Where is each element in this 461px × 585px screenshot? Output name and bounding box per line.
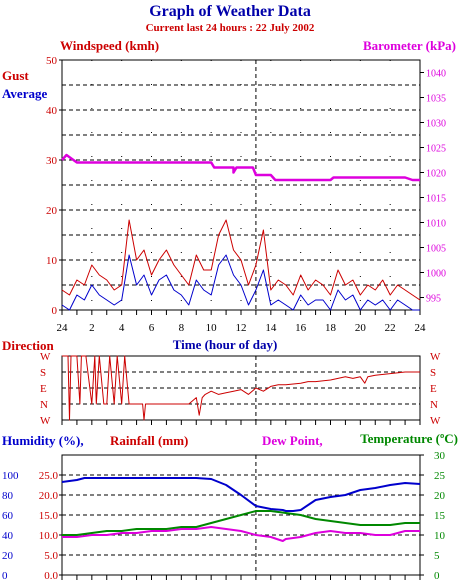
humidity-tick-label: 100: [2, 470, 19, 482]
direction-tick-right: W: [430, 415, 441, 427]
y-tick-label-wind: 0: [52, 305, 58, 317]
direction-tick-left: N: [40, 399, 48, 411]
y-tick-label-barometer: 1000: [426, 269, 446, 280]
series-line-gust: [61, 219, 421, 301]
x-tick-label: 22: [385, 322, 396, 334]
y-tick-label-barometer: 995: [426, 294, 441, 305]
y-tick-label-barometer: 1035: [426, 94, 446, 105]
direction-tick-left: W: [40, 415, 51, 427]
y-tick-label-barometer: 1010: [426, 219, 446, 230]
y-tick-label-wind: 30: [46, 155, 58, 167]
x-tick-label: 16: [295, 322, 307, 334]
x-tick-label: 12: [236, 322, 247, 334]
x-tick-label: 24: [415, 322, 427, 334]
y-tick-label-barometer: 1030: [426, 119, 446, 130]
chart-panels: 0102030405099510001005101010151020102510…: [2, 55, 446, 582]
direction-tick-right: E: [430, 383, 437, 395]
y-tick-label-barometer: 1025: [426, 144, 446, 155]
humidity-tick-label: 0: [2, 570, 8, 582]
y-tick-label-wind: 10: [46, 255, 58, 267]
x-tick-label: 2: [89, 322, 95, 334]
legend-dewpoint: Dew Point,: [262, 433, 323, 448]
rainfall-tick-label: 15.0: [39, 510, 59, 522]
legend-humidity: Humidity (%),: [2, 433, 84, 448]
rainfall-tick-label: 0.0: [44, 570, 58, 582]
windspeed-axis-label: Windspeed (kmh): [60, 38, 159, 53]
page-title: Graph of Weather Data: [149, 3, 311, 20]
y-tick-label-barometer: 1040: [426, 69, 446, 80]
legend-temperature: Temperature (ºC): [360, 431, 458, 446]
legend-rainfall: Rainfall (mm): [110, 433, 188, 448]
x-tick-label: 8: [179, 322, 185, 334]
rainfall-tick-label: 25.0: [39, 470, 59, 482]
direction-tick-left: E: [40, 383, 47, 395]
temperature-tick-label: 30: [434, 450, 446, 462]
humidity-tick-label: 60: [2, 510, 14, 522]
rainfall-tick-label: 20.0: [39, 490, 59, 502]
temperature-tick-label: 15: [434, 510, 446, 522]
y-tick-label-barometer: 1020: [426, 169, 446, 180]
x-tick-label: 24: [57, 322, 69, 334]
temperature-tick-label: 10: [434, 530, 446, 542]
x-tick-label: 10: [206, 322, 218, 334]
humidity-tick-label: 80: [2, 490, 14, 502]
direction-tick-right: W: [430, 351, 441, 363]
series-line-barometer: [61, 153, 420, 182]
legend-average: Average: [2, 86, 47, 101]
series-line-direction: [62, 355, 420, 421]
direction-tick-left: S: [40, 367, 46, 379]
y-tick-label-wind: 40: [46, 105, 58, 117]
direction-tick-left: W: [40, 351, 51, 363]
x-tick-label: 14: [265, 322, 277, 334]
humidity-tick-label: 20: [2, 550, 14, 562]
temperature-tick-label: 0: [434, 570, 440, 582]
direction-tick-right: S: [430, 367, 436, 379]
temperature-tick-label: 25: [434, 470, 446, 482]
legend-gust: Gust: [2, 68, 29, 83]
series-line-average: [61, 254, 420, 311]
rainfall-tick-label: 5.0: [44, 550, 58, 562]
x-tick-label: 4: [119, 322, 125, 334]
x-tick-label: 20: [355, 322, 367, 334]
x-tick-label: 18: [325, 322, 337, 334]
humidity-tick-label: 40: [2, 530, 14, 542]
y-tick-label-wind: 50: [46, 55, 58, 67]
x-tick-label: 6: [149, 322, 155, 334]
direction-tick-right: N: [430, 399, 438, 411]
rainfall-tick-label: 10.0: [39, 530, 59, 542]
y-tick-label-barometer: 1015: [426, 194, 446, 205]
temperature-tick-label: 5: [434, 550, 440, 562]
page-subtitle: Current last 24 hours : 22 July 2002: [146, 22, 315, 34]
y-tick-label-wind: 20: [46, 205, 58, 217]
barometer-axis-label: Barometer (kPa): [363, 38, 456, 53]
series-line-humidity: [61, 477, 421, 512]
direction-axis-label: Direction: [2, 338, 55, 353]
series-line-dew-point: [62, 526, 420, 542]
temperature-tick-label: 20: [434, 490, 446, 502]
y-tick-label-barometer: 1005: [426, 244, 446, 255]
x-axis-label: Time (hour of day): [173, 337, 278, 352]
series-line-temperature: [62, 510, 420, 536]
